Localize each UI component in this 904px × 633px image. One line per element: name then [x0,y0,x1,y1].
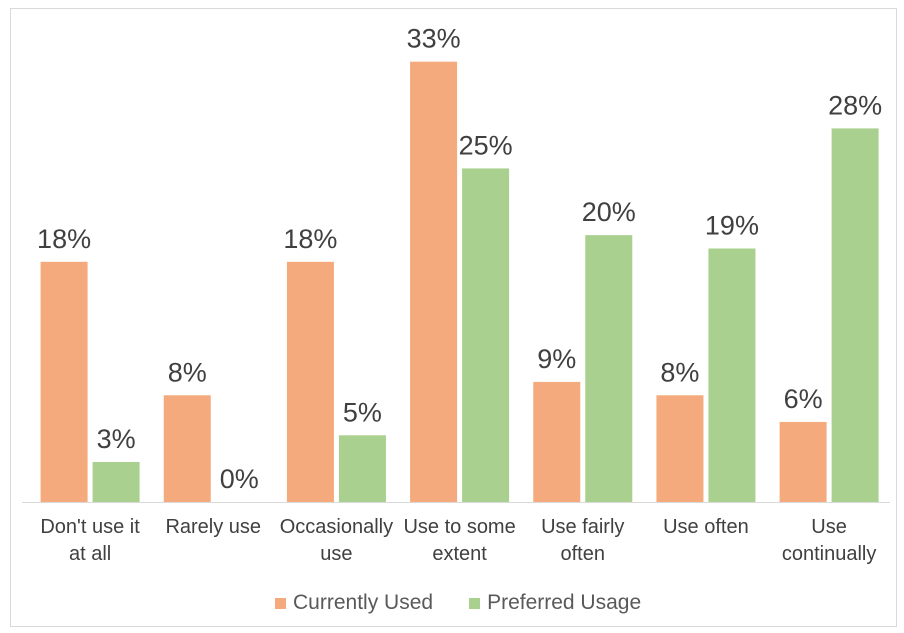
bar-currently-used [533,381,581,502]
legend-item-currently-used: Currently Used [275,591,433,615]
legend: Currently Used Preferred Usage [275,590,677,616]
x-tick-label: Occasionally use [279,516,394,565]
bar-preferred-usage [585,235,633,502]
bar-preferred-usage [462,168,510,502]
bar-currently-used [163,395,211,502]
chart-frame [10,8,897,627]
data-label-preferred-usage: 5% [343,397,382,427]
legend-label-currently-used: Currently Used [293,591,434,614]
bar-currently-used [656,395,704,502]
legend-item-preferred-usage: Preferred Usage [469,591,641,615]
legend-label-preferred-usage: Preferred Usage [487,591,642,614]
data-label-currently-used: 8% [168,357,207,387]
data-label-currently-used: 8% [660,357,699,387]
data-label-preferred-usage: 0% [220,464,259,494]
data-label-currently-used: 33% [407,24,461,54]
bar-currently-used [779,421,827,502]
x-tick-label: Use to some extent [403,516,516,565]
legend-swatch-currently-used [275,597,286,609]
bar-currently-used [286,261,334,502]
x-tick-label: Don't use it at all [40,516,140,565]
data-label-preferred-usage: 20% [582,197,636,227]
data-label-preferred-usage: 3% [97,424,136,454]
bar-currently-used [410,61,458,502]
data-label-currently-used: 6% [784,384,823,414]
x-tick-label: Rarely use [165,516,262,538]
data-label-preferred-usage: 25% [459,130,513,160]
x-tick-label: Use continually [781,516,877,565]
legend-swatch-preferred-usage [469,597,481,609]
bar-preferred-usage [831,128,879,502]
data-label-currently-used: 18% [37,224,91,254]
bar-preferred-usage [708,248,756,502]
data-label-preferred-usage: 28% [828,90,882,120]
x-tick-label: Use often [663,516,749,538]
bar-preferred-usage [338,435,386,502]
data-label-currently-used: 18% [283,224,337,254]
bar-currently-used [40,261,88,502]
data-label-currently-used: 9% [537,344,576,374]
x-tick-label: Use fairly often [541,516,625,565]
data-label-preferred-usage: 19% [705,210,759,240]
bar-preferred-usage [92,461,140,502]
